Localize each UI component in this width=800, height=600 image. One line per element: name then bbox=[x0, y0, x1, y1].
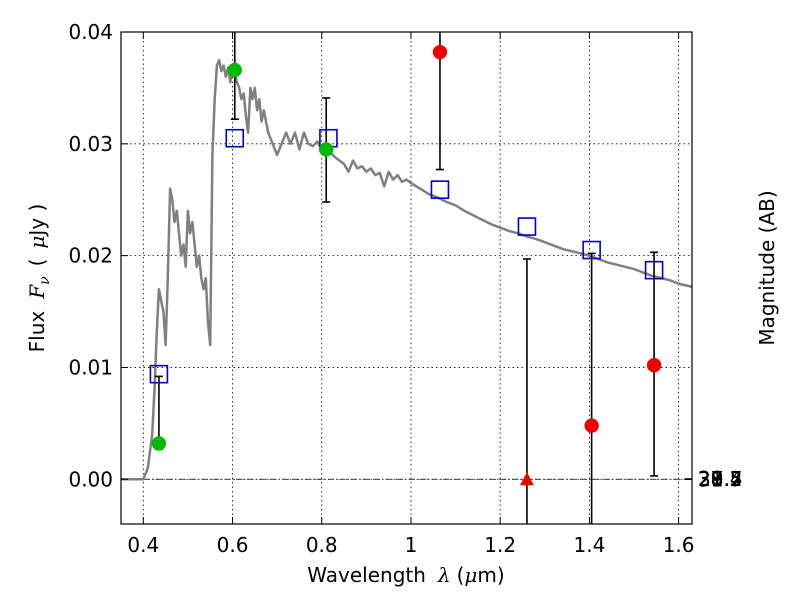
mag-tick-label: 29 bbox=[698, 467, 723, 491]
mag-tick-label: 28.5 bbox=[698, 467, 743, 491]
mag-tick-label: 31 bbox=[698, 467, 723, 491]
x-tick-label: 1.4 bbox=[573, 533, 605, 557]
plot-frame bbox=[120, 31, 693, 525]
mag-tick-label: 28 bbox=[698, 467, 723, 491]
mag-tick-label: 28.2 bbox=[698, 467, 743, 491]
mag-tick-label: 27.4 bbox=[698, 467, 743, 491]
mag-tick-label: 30 bbox=[698, 467, 723, 491]
sed-template-line bbox=[121, 58, 693, 481]
detection-point bbox=[227, 62, 243, 78]
nondetection-point bbox=[584, 418, 599, 433]
model-flux-square bbox=[430, 180, 450, 199]
upper-limit-triangle bbox=[519, 472, 534, 486]
model-flux-square bbox=[582, 240, 601, 260]
x-axis-label: Wavelength λ (μm) bbox=[307, 563, 504, 587]
detection-point bbox=[151, 436, 167, 451]
errorbar-layer bbox=[154, 32, 659, 524]
x-tick-label: 1.2 bbox=[484, 533, 516, 557]
x-tick-label: 0.4 bbox=[127, 533, 159, 557]
y-axis-label: FluxFν(μJy ) bbox=[25, 204, 53, 353]
model-flux-square bbox=[225, 128, 245, 148]
y-tick-label: 0.01 bbox=[68, 355, 113, 379]
x-tick-label: 1.6 bbox=[663, 533, 695, 557]
y-tick-label: 0.04 bbox=[68, 20, 113, 44]
detection-point bbox=[318, 142, 334, 157]
model-flux-square bbox=[644, 260, 664, 280]
tick-layer: 0.4 0.6 0.8 1 1.2 1.4 1.6 0.00 0.01 0.02 0.03 0.04 2… bbox=[68, 20, 742, 557]
sed-curve-layer bbox=[121, 58, 693, 481]
nondetection-point bbox=[432, 44, 448, 60]
mag-tick-label: 27.5 bbox=[698, 467, 743, 491]
x-tick-label: 0.6 bbox=[217, 533, 249, 557]
y-tick-label: 0.00 bbox=[68, 467, 113, 491]
marker-layer bbox=[149, 44, 664, 486]
y-tick-label: 0.02 bbox=[68, 244, 113, 268]
y-tick-label: 0.03 bbox=[68, 132, 113, 156]
mag-tick-label: 29.5 bbox=[698, 467, 743, 491]
mag-tick-label: 27.7 bbox=[698, 467, 743, 491]
x-tick-label: 1 bbox=[405, 533, 418, 557]
model-flux-square bbox=[517, 217, 537, 236]
nondetection-point bbox=[646, 357, 662, 373]
y2-axis-label: Magnitude (AB) bbox=[755, 190, 779, 345]
model-flux-square bbox=[149, 364, 169, 384]
x-tick-label: 0.8 bbox=[306, 533, 338, 557]
